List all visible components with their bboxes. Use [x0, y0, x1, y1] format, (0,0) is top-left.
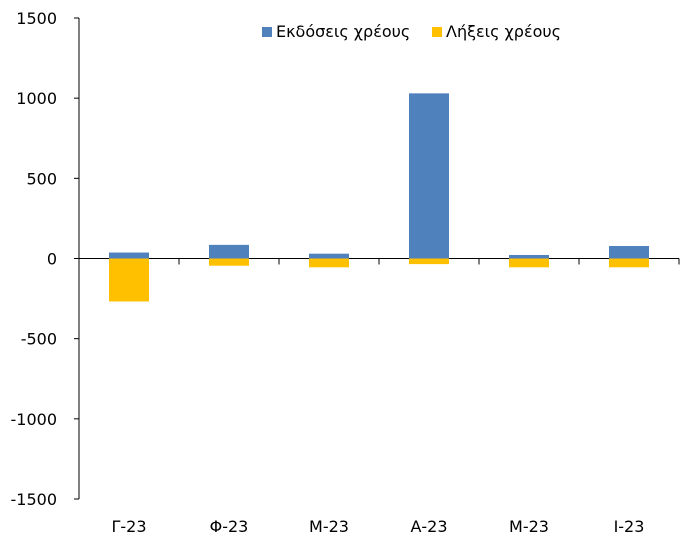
y-tick-label: -1500 [11, 490, 58, 509]
legend: Εκδόσεις χρέους Λήξεις χρέους [262, 22, 561, 41]
bar-issuance-0 [109, 252, 149, 259]
bar-issuance-4 [509, 254, 549, 259]
bars-group [109, 93, 649, 302]
bar-maturity-2 [309, 258, 349, 268]
legend-swatch-0 [262, 27, 272, 37]
x-tick-label: Ι-23 [614, 517, 645, 536]
x-tick-label: Γ-23 [111, 517, 146, 536]
x-axis-ticks [78, 258, 680, 265]
legend-label-0: Εκδόσεις χρέους [276, 22, 410, 41]
y-tick-label: 1500 [16, 9, 57, 28]
x-tick-label: Α-23 [410, 517, 447, 536]
x-tick-label: Μ-23 [509, 517, 549, 536]
y-tick-label: 0 [47, 250, 57, 269]
bar-maturity-0 [109, 258, 149, 302]
y-tick-label: 500 [26, 169, 57, 188]
bar-maturity-3 [409, 258, 449, 265]
bar-issuance-2 [309, 253, 349, 259]
bar-maturity-4 [509, 258, 549, 268]
x-axis-labels: Γ-23 Φ-23 Μ-23 Α-23 Μ-23 Ι-23 [111, 517, 644, 536]
legend-label-1: Λήξεις χρέους [446, 22, 561, 41]
x-tick-label: Φ-23 [210, 517, 249, 536]
bar-issuance-3 [409, 93, 449, 259]
y-tick-label: -1000 [11, 410, 58, 429]
x-tick-label: Μ-23 [309, 517, 349, 536]
bar-maturity-5 [609, 258, 649, 268]
y-axis-ticks: 1500 1000 500 0 -500 -1000 -1500 [11, 9, 79, 509]
legend-swatch-1 [432, 27, 442, 37]
bar-issuance-1 [209, 244, 249, 259]
y-tick-label: 1000 [16, 89, 57, 108]
bar-issuance-5 [609, 245, 649, 259]
y-tick-label: -500 [21, 330, 57, 349]
bar-maturity-1 [209, 258, 249, 266]
